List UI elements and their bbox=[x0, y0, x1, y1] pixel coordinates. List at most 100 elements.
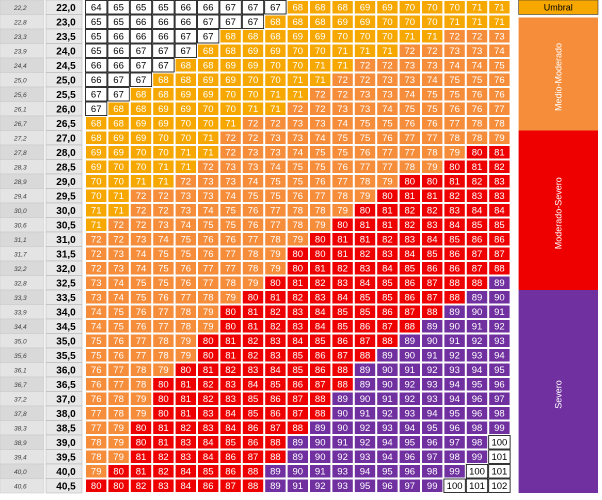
cell-value: 78 bbox=[270, 235, 281, 246]
cell-value: 87 bbox=[427, 278, 438, 289]
cell-value: 72 bbox=[472, 32, 483, 43]
heat-cell bbox=[286, 130, 310, 145]
cell-value: 78 bbox=[181, 322, 192, 333]
heat-cell bbox=[219, 58, 242, 73]
cell-value: 76 bbox=[181, 264, 192, 275]
cell-value: 70 bbox=[270, 61, 281, 72]
cell-value: 76 bbox=[337, 162, 348, 173]
cell-value: 67 bbox=[136, 61, 147, 72]
cell-value: 69 bbox=[360, 3, 371, 14]
cell-value: 73 bbox=[382, 75, 393, 86]
cell-value: 79 bbox=[203, 322, 214, 333]
heat-cell bbox=[309, 87, 332, 102]
heat-cell bbox=[443, 246, 466, 261]
heat-cell bbox=[376, 116, 399, 131]
cell-value: 78 bbox=[293, 206, 304, 217]
heat-cell bbox=[241, 435, 265, 450]
cell-value: 93 bbox=[337, 481, 348, 492]
cell-value: 84 bbox=[315, 307, 326, 318]
heat-cell bbox=[286, 232, 310, 247]
heat-cell bbox=[398, 290, 422, 305]
cell-value: 77 bbox=[91, 409, 102, 420]
heat-cell bbox=[488, 159, 511, 174]
heat-cell bbox=[264, 43, 287, 58]
heat-cell bbox=[219, 43, 242, 58]
heat-cell bbox=[331, 203, 354, 218]
heat-cell bbox=[264, 58, 287, 73]
cell-value: 80 bbox=[405, 177, 416, 188]
heat-cell bbox=[85, 246, 108, 261]
cell-value: 70 bbox=[248, 75, 259, 86]
cell-value: 84 bbox=[181, 481, 192, 492]
cell-value: 84 bbox=[427, 235, 438, 246]
heat-cell bbox=[197, 116, 220, 131]
cell-value: 84 bbox=[270, 365, 281, 376]
heat-cell bbox=[286, 377, 310, 392]
cell-value: 71 bbox=[427, 32, 438, 43]
cell-value: 74 bbox=[472, 61, 483, 72]
cell-value: 70 bbox=[225, 104, 236, 115]
cell-value: 73 bbox=[248, 162, 259, 173]
cell-value: 82 bbox=[158, 467, 169, 478]
cell-value: 70 bbox=[360, 32, 371, 43]
heat-cell bbox=[197, 333, 220, 348]
cell-value: 71 bbox=[113, 206, 124, 217]
cell-value: 80 bbox=[315, 235, 326, 246]
heat-cell bbox=[465, 420, 489, 435]
cell-value: 81 bbox=[225, 351, 236, 362]
cell-value: 80 bbox=[360, 206, 371, 217]
cell-value: 78 bbox=[113, 409, 124, 420]
cell-value: 72 bbox=[360, 61, 371, 72]
cell-value: 80 bbox=[337, 220, 348, 231]
heat-cell bbox=[85, 377, 108, 392]
cell-value: 87 bbox=[315, 380, 326, 391]
cell-value: 75 bbox=[360, 119, 371, 130]
row-label: 34,0 bbox=[56, 307, 76, 318]
cell-value: 68 bbox=[293, 17, 304, 28]
cell-value: 88 bbox=[405, 322, 416, 333]
row-label: 30,0 bbox=[56, 206, 76, 217]
heat-cell bbox=[241, 261, 265, 276]
heat-cell bbox=[241, 391, 265, 406]
heat-cell bbox=[197, 174, 220, 189]
cell-value: 72 bbox=[337, 75, 348, 86]
heat-cell bbox=[465, 203, 489, 218]
heat-cell bbox=[488, 203, 511, 218]
cell-value: 83 bbox=[270, 336, 281, 347]
cell-value: 70 bbox=[382, 32, 393, 43]
left-label: 32,2 bbox=[14, 266, 27, 273]
cell-value: 89 bbox=[293, 452, 304, 463]
heat-cell bbox=[241, 362, 265, 377]
heat-cell bbox=[376, 290, 399, 305]
cell-value: 72 bbox=[427, 46, 438, 57]
heat-cell bbox=[174, 478, 198, 493]
heat-cell bbox=[286, 406, 310, 421]
heat-cell bbox=[107, 449, 130, 464]
heat-cell bbox=[264, 449, 287, 464]
heat-cell bbox=[241, 290, 265, 305]
cell-value: 86 bbox=[472, 235, 483, 246]
left-label: 35,0 bbox=[14, 338, 27, 345]
heat-cell bbox=[488, 406, 511, 421]
cell-value: 76 bbox=[136, 322, 147, 333]
cell-value: 96 bbox=[449, 423, 460, 434]
heat-cell bbox=[398, 246, 422, 261]
cell-value: 90 bbox=[293, 467, 304, 478]
heat-cell bbox=[264, 14, 287, 29]
heat-cell bbox=[219, 362, 242, 377]
heat-cell bbox=[174, 217, 198, 232]
cell-value: 99 bbox=[472, 452, 483, 463]
cell-value: 85 bbox=[449, 235, 460, 246]
cell-value: 83 bbox=[270, 351, 281, 362]
heat-cell bbox=[309, 14, 332, 29]
row-label: 24,5 bbox=[56, 61, 76, 72]
cell-value: 93 bbox=[360, 452, 371, 463]
cell-value: 85 bbox=[248, 409, 259, 420]
row-label: 25,0 bbox=[56, 75, 76, 86]
cell-value: 75 bbox=[337, 148, 348, 159]
cell-value: 91 bbox=[472, 322, 483, 333]
cell-value: 78 bbox=[293, 220, 304, 231]
cell-value: 83 bbox=[337, 278, 348, 289]
cell-value: 66 bbox=[113, 32, 124, 43]
cell-value: 87 bbox=[225, 481, 236, 492]
